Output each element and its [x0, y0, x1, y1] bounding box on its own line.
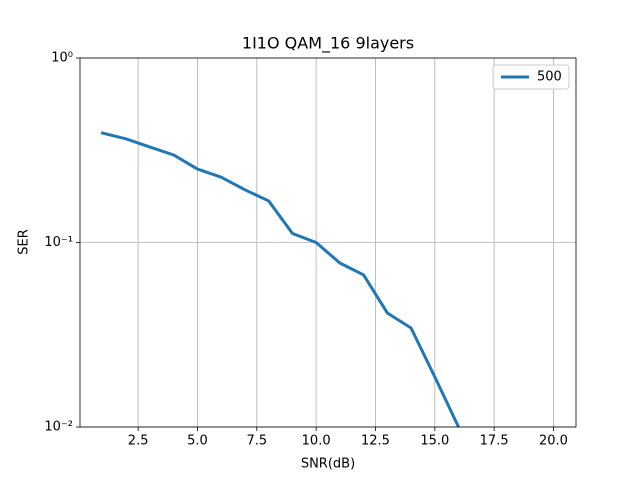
y-tick-label: 10⁻¹ [44, 235, 73, 250]
x-tick-label: 10.0 [302, 434, 331, 449]
x-tick-label: 2.5 [128, 434, 149, 449]
y-axis-label: SER [17, 229, 32, 255]
ticks: 2.5 5.0 7.5 10.0 12.5 15.0 17.5 20.0 10⁻² 10⁻¹ 10⁰ [44, 51, 568, 449]
x-tick-label: 15.0 [420, 434, 449, 449]
x-tick-label: 5.0 [187, 434, 208, 449]
data-line [100, 131, 461, 427]
x-tick-label: 12.5 [361, 434, 390, 449]
legend-label: 500 [537, 70, 562, 85]
y-tick-label: 10⁻² [44, 420, 73, 435]
y-tick-label: 10⁰ [51, 51, 73, 66]
chart-title: 1I1O QAM_16 9layers [242, 34, 414, 54]
legend-box [492, 64, 570, 90]
x-tick-label: 17.5 [480, 434, 509, 449]
x-axis-label: SNR(dB) [301, 457, 355, 472]
plot-area [100, 131, 461, 427]
x-tick-label: 20.0 [539, 434, 568, 449]
x-tick-label: 7.5 [246, 434, 267, 449]
legend: 500 [492, 64, 570, 90]
